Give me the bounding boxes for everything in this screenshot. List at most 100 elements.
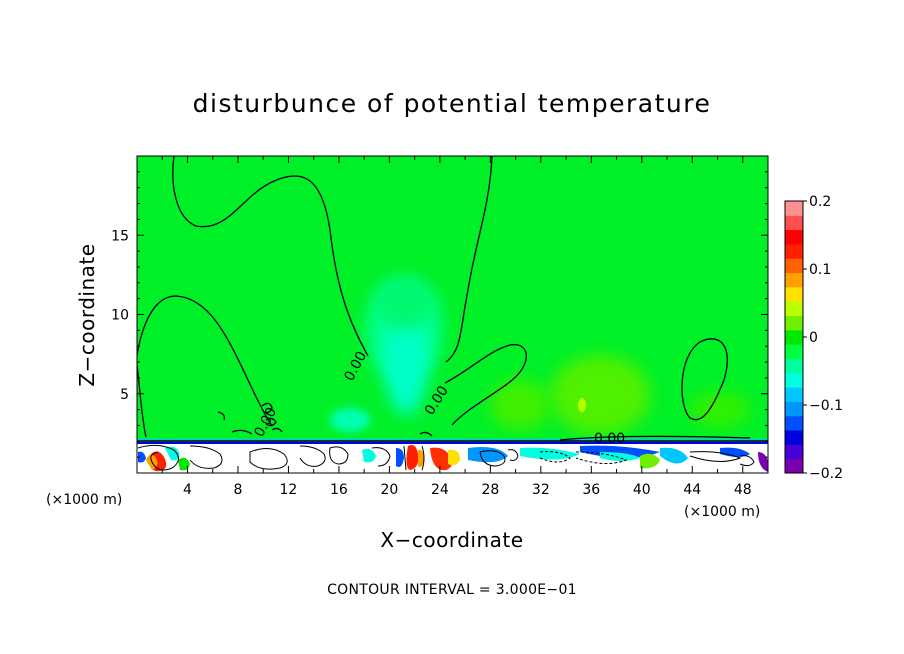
x-tick-label: 44 — [683, 482, 701, 498]
anomaly-warm-far-east — [690, 392, 750, 428]
contour-label-3: 0.00 — [594, 431, 625, 447]
x-axis-label: X−coordinate — [380, 528, 523, 552]
anomaly-cool-low — [330, 408, 370, 432]
zero-contours — [137, 156, 751, 441]
contour-mid-hook — [444, 343, 527, 426]
colorbar-swatch — [785, 415, 803, 431]
contour-upper-mid — [445, 156, 493, 363]
colorbar-swatch — [785, 315, 803, 331]
anomaly-warm-east — [550, 355, 650, 435]
bl-contour-c2 — [403, 445, 425, 471]
contour-left-edge — [137, 364, 147, 438]
contour-left-dome — [137, 295, 273, 427]
colorbar-swatch — [785, 372, 803, 388]
colorbar-swatch — [785, 344, 803, 359]
bl-contour-e6 — [739, 455, 755, 467]
colorbar-swatch — [785, 258, 803, 274]
colorbar-tick-label: −0.2 — [809, 466, 843, 482]
x-tick-label: 20 — [380, 482, 398, 498]
field-anomalies — [330, 278, 750, 435]
colorbar-swatch — [785, 286, 803, 302]
anomaly-yellow-spot — [578, 398, 586, 412]
bl-contour-mid3 — [329, 446, 349, 465]
blob-east-cyan3 — [660, 447, 688, 464]
y-tick-label: 15 — [111, 228, 129, 244]
colorbar-swatch — [785, 301, 803, 317]
plot-area: 0.00 0.00 0.00 0.00 — [137, 156, 768, 473]
blob-center-yellow — [448, 449, 460, 466]
bl-contour-e5 — [689, 451, 742, 462]
colorbar-swatch — [785, 444, 803, 460]
blob-center-red — [406, 445, 419, 470]
field-background — [137, 156, 768, 473]
blob-east-cyan — [520, 447, 580, 460]
bl-contour-e4 — [575, 451, 628, 464]
x-tick-label: 16 — [330, 482, 348, 498]
contour-east-oval — [681, 338, 728, 421]
colorbar-swatch — [785, 229, 803, 245]
colorbar-swatch — [785, 458, 803, 474]
contour-small-3 — [265, 417, 277, 427]
colorbar-ticks: 0.2 0.1 0 −0.1 −0.2 — [803, 194, 843, 482]
x-tick-label: 48 — [734, 482, 752, 498]
colorbar-tick-label: 0 — [809, 330, 818, 346]
blob-center-blue — [396, 448, 404, 467]
blob-west-blue — [138, 451, 146, 463]
x-tick-label: 8 — [233, 482, 242, 498]
anomaly-warm-mid — [490, 380, 550, 430]
blob-east-blue — [468, 447, 508, 463]
y-axis-label: Z−coordinate — [75, 243, 99, 386]
bl-contour-e2 — [507, 449, 519, 461]
colorbar-swatch — [785, 243, 803, 259]
colorbar-swatch — [785, 272, 803, 288]
contour-small-1 — [217, 411, 226, 421]
x-tick-label: 4 — [183, 482, 192, 498]
bl-contour-c — [371, 447, 391, 467]
x-unit-left: (×1000 m) — [46, 492, 122, 508]
blob-west-cyan — [165, 446, 180, 461]
y-axis-ticks: 5 10 15 — [111, 171, 768, 458]
contour-bl-dome — [559, 435, 751, 441]
contour-small-5 — [231, 429, 253, 435]
bl-contour-mid — [249, 448, 288, 470]
bl-contour-west — [137, 444, 179, 471]
colorbar-swatch — [785, 387, 803, 402]
chart-title: disturbunce of potential temperature — [193, 89, 712, 118]
colorbar-swatch — [785, 401, 803, 417]
contour-upper-left-tongue — [172, 156, 369, 357]
x-axis-ticks: 4 8 12 16 20 24 28 32 36 40 44 48 — [161, 156, 752, 498]
contour-small-2 — [261, 402, 273, 414]
x-unit-right: (×1000 m) — [684, 504, 760, 520]
bl-contour-e3 — [539, 451, 571, 463]
anomaly-cool-upper — [375, 280, 435, 330]
boundary-layer — [137, 439, 768, 473]
x-tick-label: 28 — [481, 482, 499, 498]
colorbar-swatch — [785, 430, 803, 445]
bl-contour-mid2 — [299, 445, 326, 467]
y-tick-label: 10 — [111, 308, 129, 324]
colorbar-swatch — [785, 358, 803, 374]
x-tick-label: 40 — [633, 482, 651, 498]
blob-east-cyan2 — [600, 452, 640, 461]
colorbar-tick-label: 0.2 — [809, 194, 831, 210]
blob-center-cyan — [362, 448, 376, 463]
colorbar — [785, 201, 803, 474]
colorbar-tick-label: −0.1 — [809, 398, 843, 414]
blob-center-red2 — [430, 447, 453, 471]
colorbar-swatch — [785, 201, 803, 216]
x-tick-label: 32 — [532, 482, 550, 498]
contour-small-6 — [419, 431, 433, 437]
bl-contour-west2 — [189, 445, 223, 469]
blob-center-orange — [418, 449, 424, 468]
colorbar-swatch — [785, 215, 803, 231]
contour-interval-note: CONTOUR INTERVAL = 3.000E−01 — [327, 582, 577, 598]
x-tick-label: 12 — [280, 482, 298, 498]
colorbar-swatch — [785, 329, 803, 345]
x-tick-label: 24 — [431, 482, 449, 498]
contour-small-4 — [271, 427, 283, 433]
x-tick-label: 36 — [582, 482, 600, 498]
y-tick-label: 5 — [120, 387, 129, 403]
boundary-layer-blue-line — [137, 442, 768, 444]
